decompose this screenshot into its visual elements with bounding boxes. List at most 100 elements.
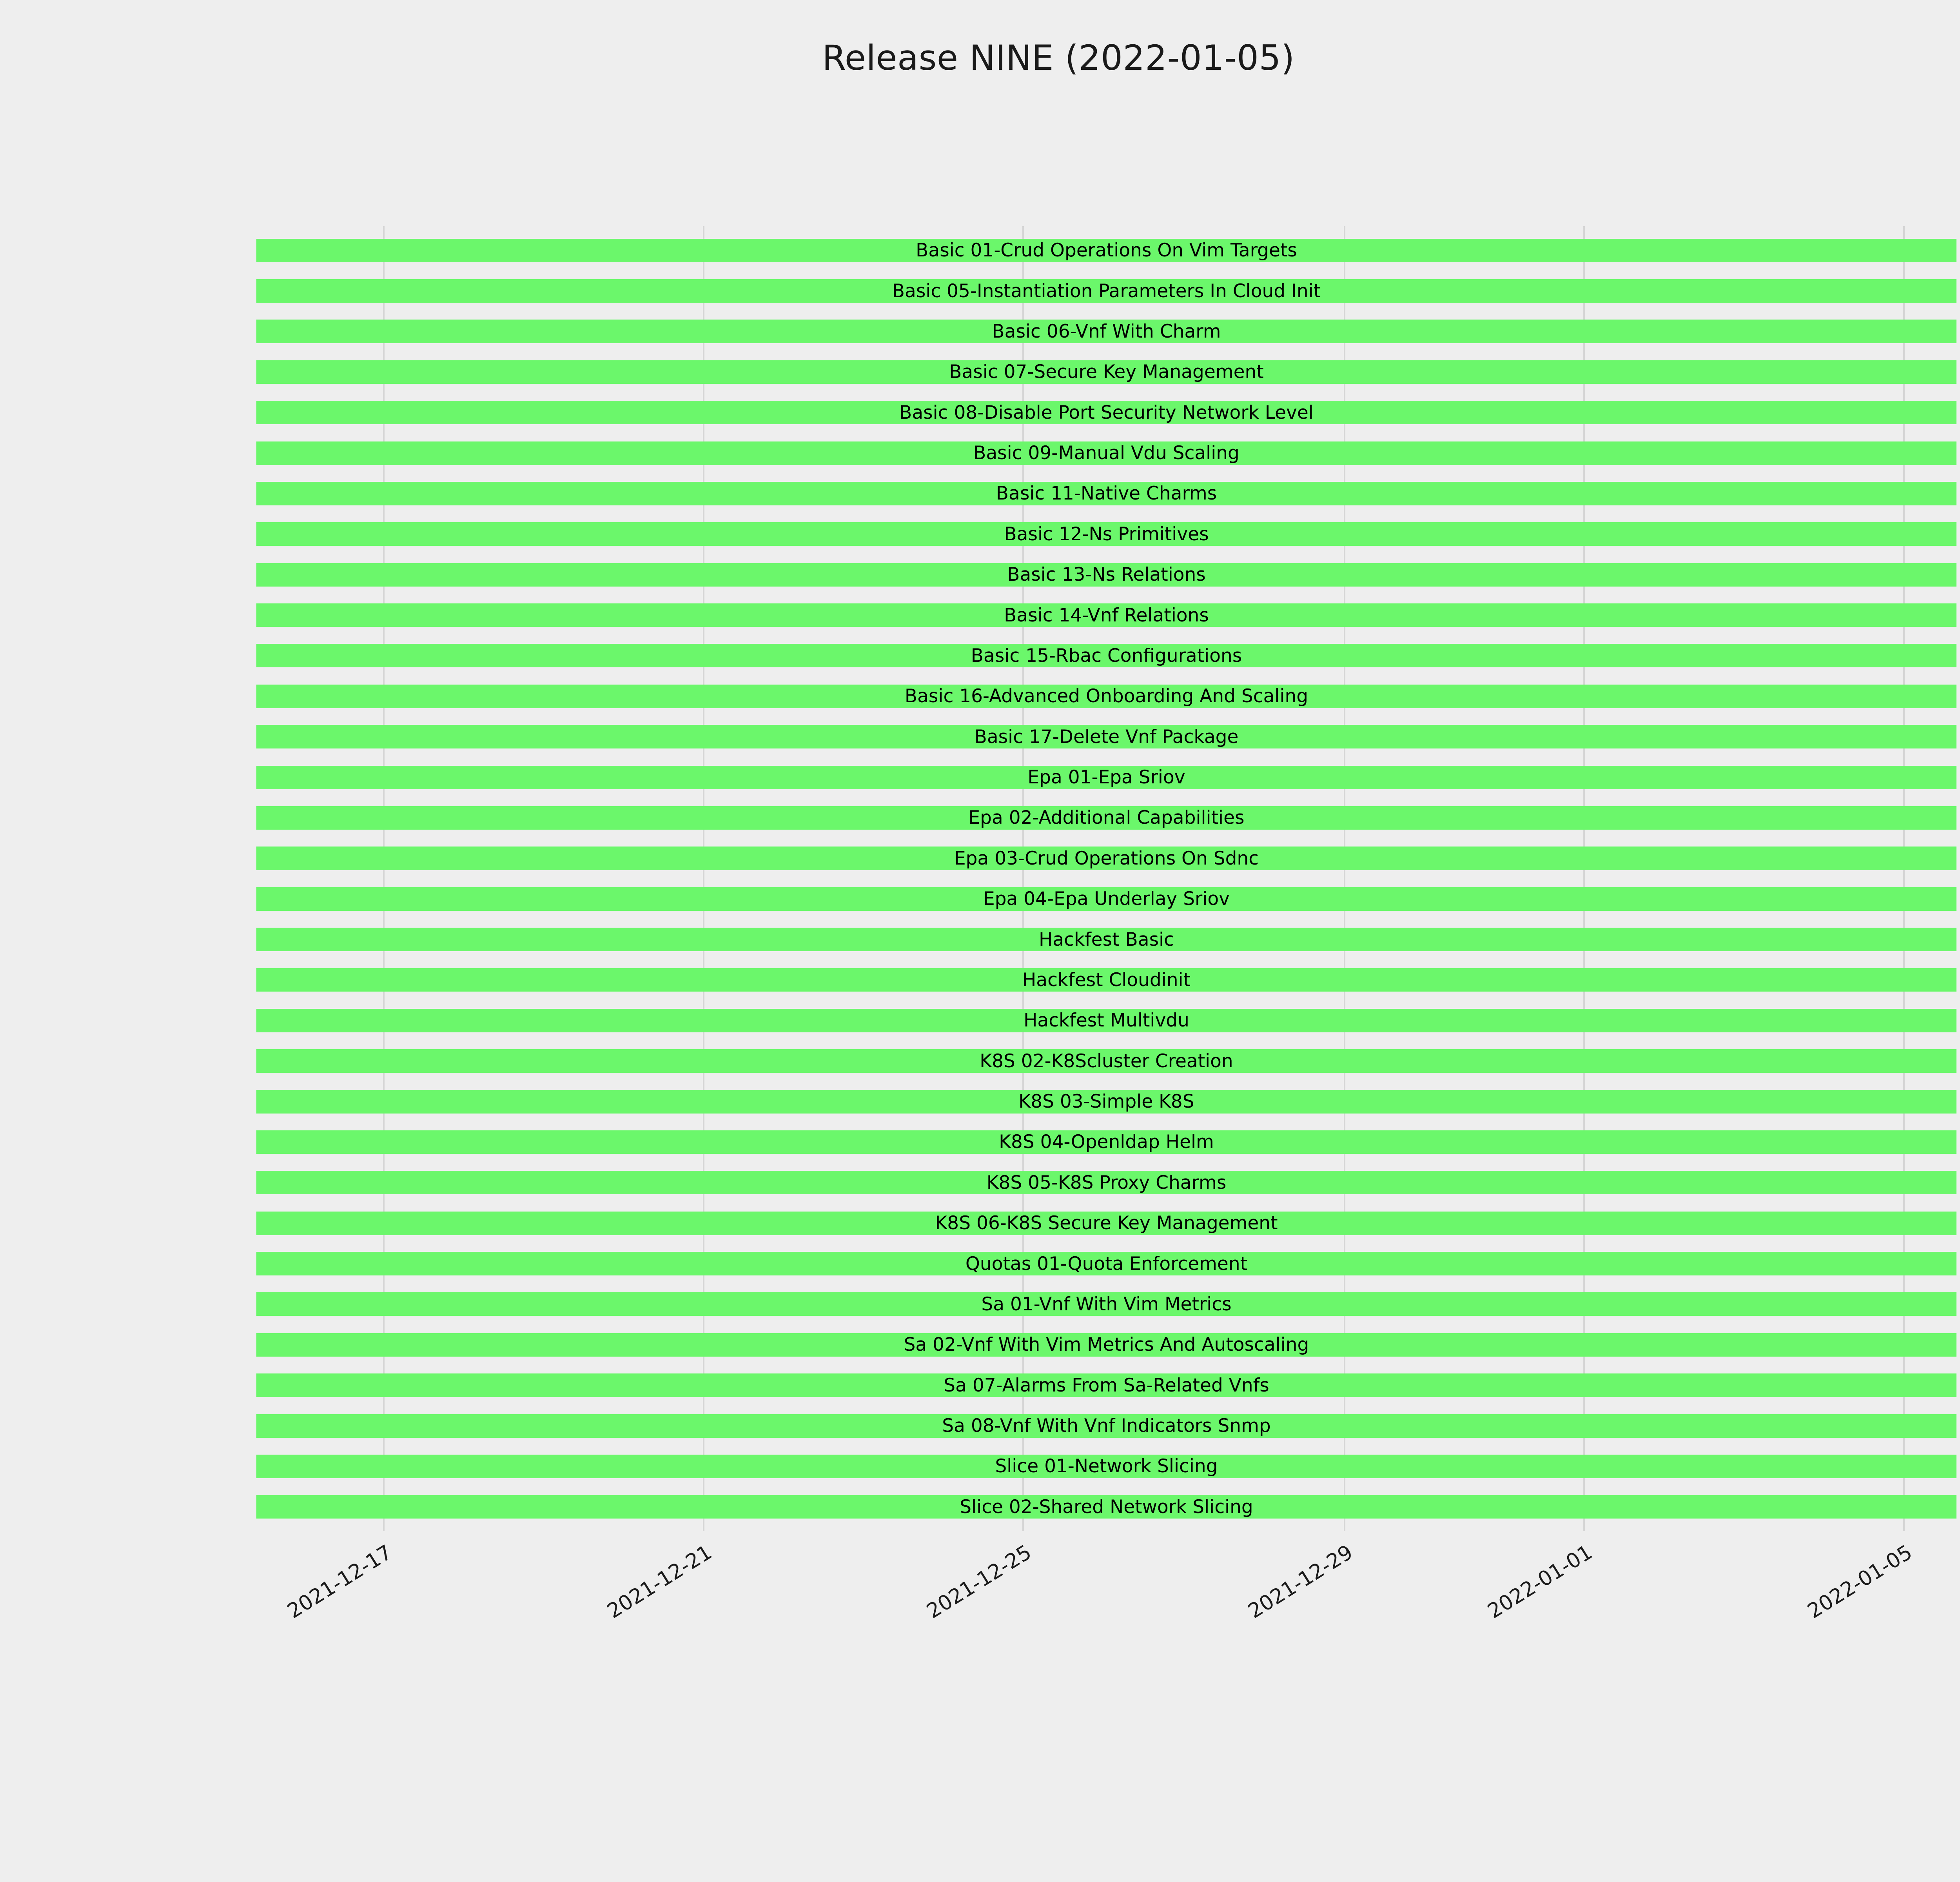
bar-label: Basic 08-Disable Port Security Network L… xyxy=(899,401,1314,423)
gantt-bar: Sa 01-Vnf With Vim Metrics xyxy=(256,1292,1956,1316)
gantt-bar: Hackfest Cloudinit xyxy=(256,968,1956,992)
bar-label: Epa 04-Epa Underlay Sriov xyxy=(983,888,1230,910)
gantt-row: Hackfest Basic xyxy=(256,919,1956,959)
x-tick-label: 2021-12-25 xyxy=(922,1540,1036,1624)
gantt-bar: Basic 13-Ns Relations xyxy=(256,563,1956,587)
gantt-row: Basic 08-Disable Port Security Network L… xyxy=(256,392,1956,433)
x-tick-label: 2021-12-29 xyxy=(1244,1540,1357,1624)
gantt-bar: K8S 05-K8S Proxy Charms xyxy=(256,1171,1956,1195)
bar-label: Basic 01-Crud Operations On Vim Targets xyxy=(916,240,1297,262)
gantt-bar: Slice 01-Network Slicing xyxy=(256,1454,1956,1478)
bar-label: Slice 02-Shared Network Slicing xyxy=(960,1496,1253,1518)
bar-label: Sa 07-Alarms From Sa-Related Vnfs xyxy=(944,1374,1269,1396)
bar-label: K8S 06-K8S Secure Key Management xyxy=(935,1212,1278,1234)
plot-area: Basic 01-Crud Operations On Vim Targets B… xyxy=(256,226,1956,1531)
gantt-row: Hackfest Multivdu xyxy=(256,1000,1956,1041)
bar-label: Basic 17-Delete Vnf Package xyxy=(974,726,1239,748)
bar-label: Basic 05-Instantiation Parameters In Clo… xyxy=(892,280,1321,302)
gantt-bar: K8S 02-K8Scluster Creation xyxy=(256,1049,1956,1073)
x-tick-label: 2021-12-17 xyxy=(283,1540,397,1624)
bar-label: K8S 02-K8Scluster Creation xyxy=(980,1050,1233,1072)
bar-label: Sa 01-Vnf With Vim Metrics xyxy=(981,1293,1232,1315)
gantt-bar: Basic 05-Instantiation Parameters In Clo… xyxy=(256,279,1956,303)
gantt-row: Basic 17-Delete Vnf Package xyxy=(256,717,1956,757)
gantt-row: Basic 14-Vnf Relations xyxy=(256,595,1956,635)
gantt-bar: Sa 08-Vnf With Vnf Indicators Snmp xyxy=(256,1414,1956,1438)
gantt-row: K8S 02-K8Scluster Creation xyxy=(256,1041,1956,1081)
bar-label: Quotas 01-Quota Enforcement xyxy=(965,1253,1248,1275)
bar-label: Slice 01-Network Slicing xyxy=(995,1455,1218,1477)
bar-label: K8S 03-Simple K8S xyxy=(1018,1091,1194,1113)
gantt-row: Basic 06-Vnf With Charm xyxy=(256,311,1956,352)
gantt-bar: Basic 17-Delete Vnf Package xyxy=(256,725,1956,749)
x-axis: 2021-12-17 2021-12-21 2021-12-25 2021-12-29… xyxy=(256,1535,1956,1700)
bar-label: Basic 11-Native Charms xyxy=(996,483,1217,505)
bar-label: Hackfest Basic xyxy=(1039,928,1174,950)
gantt-row: Basic 13-Ns Relations xyxy=(256,554,1956,595)
gantt-bar: Basic 01-Crud Operations On Vim Targets xyxy=(256,238,1956,262)
gantt-bar: Basic 06-Vnf With Charm xyxy=(256,320,1956,343)
bar-label: Hackfest Cloudinit xyxy=(1022,969,1191,991)
x-tick-label: 2022-01-01 xyxy=(1483,1540,1597,1624)
gantt-row: Basic 05-Instantiation Parameters In Clo… xyxy=(256,271,1956,311)
chart-title: Release NINE (2022-01-05) xyxy=(822,38,1295,78)
bar-label: K8S 04-Openldap Helm xyxy=(999,1131,1214,1153)
gantt-row: Basic 09-Manual Vdu Scaling xyxy=(256,433,1956,473)
gantt-bar: Basic 07-Secure Key Management xyxy=(256,360,1956,384)
gantt-row: Epa 04-Epa Underlay Sriov xyxy=(256,879,1956,919)
gantt-bar: K8S 03-Simple K8S xyxy=(256,1090,1956,1114)
gantt-row: Basic 11-Native Charms xyxy=(256,473,1956,514)
x-tick-label: 2021-12-21 xyxy=(603,1540,716,1624)
gantt-bar: Basic 14-Vnf Relations xyxy=(256,603,1956,627)
gantt-row: K8S 06-K8S Secure Key Management xyxy=(256,1203,1956,1243)
gantt-row: K8S 05-K8S Proxy Charms xyxy=(256,1163,1956,1203)
gantt-row: Quotas 01-Quota Enforcement xyxy=(256,1243,1956,1284)
gantt-bar: Basic 15-Rbac Configurations xyxy=(256,644,1956,668)
gantt-bar: Basic 08-Disable Port Security Network L… xyxy=(256,401,1956,425)
gantt-bar: Epa 02-Additional Capabilities xyxy=(256,806,1956,830)
gantt-bar: Basic 16-Advanced Onboarding And Scaling xyxy=(256,684,1956,708)
gantt-bar: Hackfest Basic xyxy=(256,928,1956,952)
x-tick-label: 2022-01-05 xyxy=(1803,1540,1916,1624)
bar-label: Basic 16-Advanced Onboarding And Scaling xyxy=(904,685,1308,707)
bar-label: Sa 02-Vnf With Vim Metrics And Autoscali… xyxy=(904,1334,1309,1356)
gantt-row: Hackfest Cloudinit xyxy=(256,960,1956,1000)
gantt-bar: Sa 02-Vnf With Vim Metrics And Autoscali… xyxy=(256,1333,1956,1357)
bar-label: Basic 09-Manual Vdu Scaling xyxy=(973,442,1240,464)
gantt-row: Sa 08-Vnf With Vnf Indicators Snmp xyxy=(256,1406,1956,1446)
bar-label: K8S 05-K8S Proxy Charms xyxy=(986,1172,1227,1194)
gantt-row: Epa 01-Epa Sriov xyxy=(256,757,1956,797)
gantt-row: Sa 01-Vnf With Vim Metrics xyxy=(256,1284,1956,1324)
gantt-row: Basic 01-Crud Operations On Vim Targets xyxy=(256,230,1956,271)
gantt-row: Slice 02-Shared Network Slicing xyxy=(256,1487,1956,1527)
gantt-row: Basic 12-Ns Primitives xyxy=(256,514,1956,554)
gantt-row: K8S 04-Openldap Helm xyxy=(256,1122,1956,1162)
gantt-row: Basic 07-Secure Key Management xyxy=(256,352,1956,392)
bar-label: Basic 13-Ns Relations xyxy=(1007,564,1206,586)
bar-label: Hackfest Multivdu xyxy=(1024,1010,1189,1032)
gantt-bar: K8S 04-Openldap Helm xyxy=(256,1130,1956,1154)
gantt-bar: Basic 12-Ns Primitives xyxy=(256,522,1956,546)
bar-label: Basic 14-Vnf Relations xyxy=(1004,604,1209,626)
gantt-row: Slice 01-Network Slicing xyxy=(256,1446,1956,1486)
bar-label: Basic 15-Rbac Configurations xyxy=(971,645,1242,667)
gantt-bar: Epa 04-Epa Underlay Sriov xyxy=(256,887,1956,911)
gantt-bar: Epa 03-Crud Operations On Sdnc xyxy=(256,847,1956,870)
gantt-bar: Sa 07-Alarms From Sa-Related Vnfs xyxy=(256,1373,1956,1397)
bars-container: Basic 01-Crud Operations On Vim Targets B… xyxy=(256,226,1956,1531)
gantt-row: Sa 07-Alarms From Sa-Related Vnfs xyxy=(256,1365,1956,1406)
gantt-bar: Slice 02-Shared Network Slicing xyxy=(256,1495,1956,1519)
bar-label: Basic 12-Ns Primitives xyxy=(1004,523,1209,545)
bar-label: Epa 01-Epa Sriov xyxy=(1027,767,1185,788)
gantt-bar: Epa 01-Epa Sriov xyxy=(256,765,1956,789)
gantt-row: Basic 15-Rbac Configurations xyxy=(256,636,1956,676)
gantt-bar: K8S 06-K8S Secure Key Management xyxy=(256,1211,1956,1235)
gantt-bar: Basic 09-Manual Vdu Scaling xyxy=(256,441,1956,465)
gantt-bar: Basic 11-Native Charms xyxy=(256,481,1956,505)
bar-label: Sa 08-Vnf With Vnf Indicators Snmp xyxy=(942,1415,1271,1437)
gantt-row: K8S 03-Simple K8S xyxy=(256,1081,1956,1122)
gantt-row: Epa 03-Crud Operations On Sdnc xyxy=(256,838,1956,879)
bar-label: Epa 02-Additional Capabilities xyxy=(968,807,1245,829)
gantt-row: Basic 16-Advanced Onboarding And Scaling xyxy=(256,676,1956,716)
